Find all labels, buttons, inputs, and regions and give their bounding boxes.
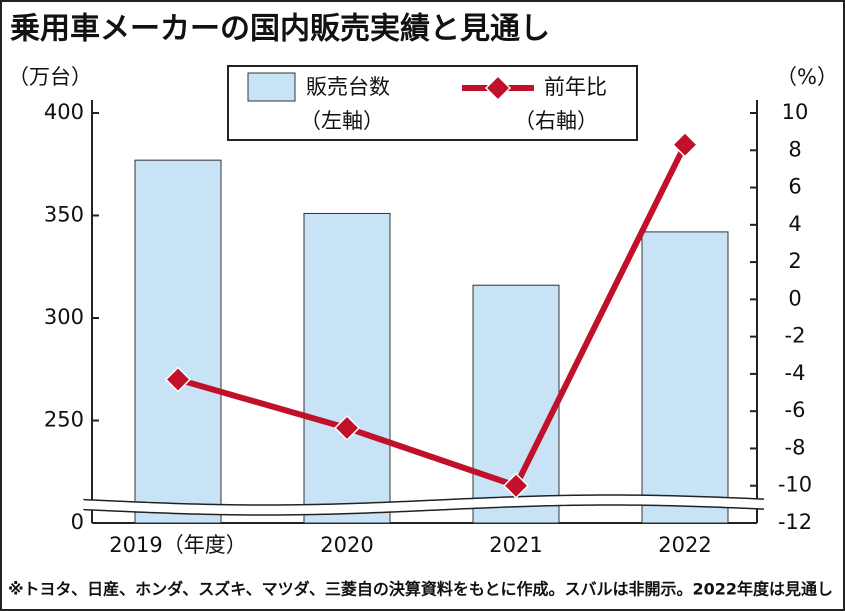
- y2-tick-label: -12: [778, 510, 812, 534]
- y2-tick-label: -2: [785, 324, 806, 348]
- y2-unit: （%）: [776, 65, 838, 89]
- y2-tick-label: 4: [788, 212, 801, 236]
- y2-tick-label: 10: [782, 100, 809, 124]
- y2-tick-label: -8: [785, 435, 806, 459]
- legend-swatch: [247, 72, 296, 102]
- y-tick-label: 400: [44, 100, 84, 124]
- legend-note: （右軸）: [514, 109, 598, 133]
- y2-tick-label: 6: [788, 175, 801, 199]
- chart-title: 乗用車メーカーの国内販売実績と見通し: [10, 12, 550, 47]
- y-tick-label: 250: [44, 408, 84, 432]
- bar: [303, 212, 391, 524]
- line: [177, 143, 688, 490]
- y2-tick-label: -4: [785, 361, 806, 385]
- x-tick-label: 2020: [320, 533, 373, 557]
- y-tick-label: 300: [44, 305, 84, 329]
- x-tick-label: 2022: [658, 533, 711, 557]
- bar: [134, 159, 222, 524]
- y-tick-label: 0: [71, 510, 84, 534]
- x-tick-label: 2021: [489, 533, 542, 557]
- marker: [164, 366, 192, 393]
- legend-label: 前年比: [544, 75, 607, 99]
- marker: [671, 131, 699, 158]
- y2-tick-label: -6: [785, 398, 806, 422]
- axis-break-line: [83, 504, 765, 516]
- legend-note: （左軸）: [300, 109, 384, 133]
- legend-label: 販売台数: [306, 75, 390, 99]
- y-tick-label: 350: [44, 203, 84, 227]
- axis-break-band: [79, 495, 765, 515]
- bar: [641, 231, 729, 524]
- footnote: ※トヨタ、日産、ホンダ、スズキ、マツダ、三菱自の決算資料をもとに作成。スバルは非…: [8, 580, 833, 599]
- y2-tick-label: 0: [788, 286, 801, 310]
- x-tick-label: 2019（年度）: [109, 533, 246, 557]
- legend-marker: [484, 74, 512, 102]
- marker: [333, 414, 361, 442]
- marker: [502, 472, 530, 499]
- y-unit: （万台）: [8, 65, 92, 89]
- axis-break-line: [83, 494, 765, 506]
- legend: [227, 65, 638, 141]
- y2-tick-label: -10: [778, 473, 812, 497]
- y2-tick-label: 2: [788, 249, 801, 273]
- y2-tick-label: 8: [788, 137, 801, 161]
